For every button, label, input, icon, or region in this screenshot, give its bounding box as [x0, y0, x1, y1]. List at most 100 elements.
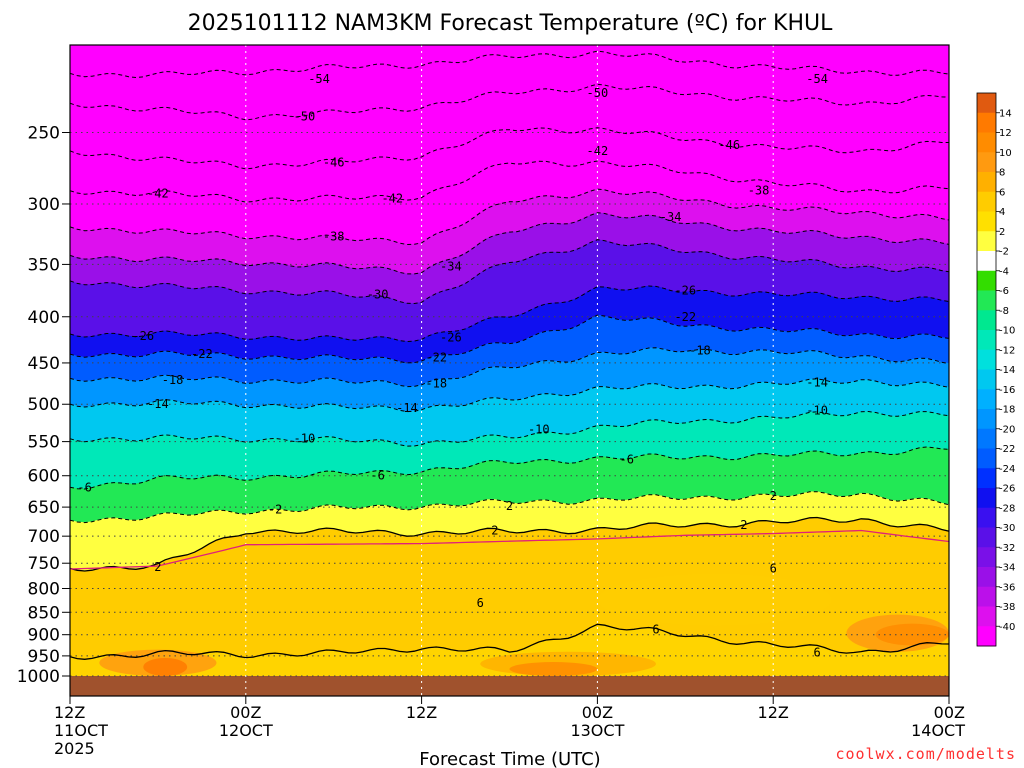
isotherm--26 — [70, 285, 949, 343]
contour-label-28: -10 — [528, 422, 550, 436]
contour-label-16: -26 — [440, 331, 462, 345]
contour-label-18: -22 — [191, 347, 213, 361]
colorbar-swatch-9 — [977, 270, 996, 291]
contour-label-34: 2 — [506, 499, 513, 513]
grid-lines — [70, 45, 949, 696]
y-tick-label-950: 950 — [28, 647, 60, 667]
contour-label-30: -6 — [77, 480, 91, 494]
colorbar-swatch-12 — [977, 330, 996, 351]
isotherm--18 — [70, 347, 949, 388]
contour-label-36: 2 — [154, 560, 161, 574]
colorbar-swatch-16 — [977, 409, 996, 430]
x-tick-label-5-0: 00Z — [934, 703, 965, 722]
contour-label-11: -38 — [748, 184, 770, 198]
contour-label-14: -30 — [367, 288, 389, 302]
colorbar-swatch-11 — [977, 310, 996, 331]
contour-label-1: -54 — [308, 72, 330, 86]
isotherm--46 — [70, 127, 949, 170]
contour-label-9: -42 — [587, 144, 609, 158]
contour-label-19: -22 — [425, 351, 447, 365]
colorbar-label-13: -14 — [999, 365, 1015, 376]
contour-label-2: -54 — [806, 72, 828, 86]
contour-label-13: -34 — [660, 210, 682, 224]
colorbar-swatch-24 — [977, 567, 996, 588]
colorbar-label-2: 10 — [999, 148, 1012, 159]
x-tick-label-1-0: 00Z — [230, 703, 261, 722]
colorbar-label-10: -8 — [999, 306, 1009, 317]
isotherm--50 — [70, 83, 949, 121]
contour-label-41: 6 — [814, 646, 821, 660]
contour-label-39: 6 — [477, 596, 484, 610]
contour-label-23: -18 — [689, 344, 711, 358]
isotherm--22 — [70, 314, 949, 364]
x-tick-label-2-0: 12Z — [406, 703, 437, 722]
y-tick-label-300: 300 — [28, 195, 60, 215]
colorbar-label-14: -16 — [999, 385, 1015, 396]
chart-title: 2025101112 NAM3KM Forecast Temperature (… — [188, 11, 833, 36]
contour-label-15: -26 — [132, 329, 154, 343]
colorbar-label-0: 14 — [999, 108, 1012, 119]
colorbar-swatch-2 — [977, 132, 996, 153]
x-tick-label-3-1: 13OCT — [570, 721, 624, 740]
colorbar-label-6: 2 — [999, 227, 1005, 238]
colorbar-label-4: 6 — [999, 187, 1005, 198]
colorbar-label-20: -28 — [999, 503, 1015, 514]
colorbar-label-9: -6 — [999, 286, 1009, 297]
contour-label-26: -14 — [806, 375, 828, 389]
contour-label-21: -18 — [162, 373, 184, 387]
y-tick-label-900: 900 — [28, 626, 60, 646]
colorbar-swatch-1 — [977, 112, 996, 133]
colorbar-legend: 14 12 10 8 6 4 2 -2 -4 -6 -8 -10 -12 -14 -16 -18 -20 -22 -… — [976, 92, 1015, 647]
contour-labels: -54 -54 -50 -50 -46 -46 -42 -42 -42 -38 -38 -34 -34 -… — [77, 72, 828, 660]
colorbar-swatch-15 — [977, 389, 996, 410]
contour-label-37: 2 — [491, 524, 498, 538]
colorbar-label-22: -32 — [999, 543, 1015, 554]
contour-label-27: -10 — [294, 432, 316, 446]
colorbar-swatch-0 — [977, 93, 996, 114]
isotherm--6 — [70, 446, 949, 490]
isotherm--54 — [70, 50, 949, 79]
colorbar-label-12: -12 — [999, 345, 1015, 356]
colorbar-swatch-18 — [977, 448, 996, 469]
contour-label-20: -22 — [674, 310, 696, 324]
y-tick-label-1000: 1000 — [17, 667, 60, 687]
x-tick-label-4-0: 12Z — [758, 703, 789, 722]
contour-label-12: -34 — [440, 260, 462, 274]
y-tick-label-500: 500 — [28, 395, 60, 415]
x-tick-label-1-1: 12OCT — [219, 721, 273, 740]
colorbar-label-1: 12 — [999, 128, 1012, 139]
x-tick-label-3-0: 00Z — [582, 703, 613, 722]
y-tick-label-400: 400 — [28, 308, 60, 328]
contour-label-22: -18 — [425, 376, 447, 390]
colorbar-label-17: -22 — [999, 444, 1015, 455]
colorbar-swatch-25 — [977, 586, 996, 607]
contour-label-3: -50 — [294, 109, 316, 123]
x-tick-label-0-2: 2025 — [54, 739, 95, 758]
contour-label-40: 6 — [770, 561, 777, 575]
warm-pocket-2 — [143, 657, 188, 676]
y-tick-label-350: 350 — [28, 255, 60, 275]
y-tick-label-850: 850 — [28, 603, 60, 623]
colorbar-swatch-21 — [977, 507, 996, 528]
isotherm-contours — [70, 50, 949, 660]
colorbar-swatch-5 — [977, 191, 996, 212]
y-tick-label-650: 650 — [28, 498, 60, 518]
isotherm--10 — [70, 410, 949, 447]
x-tick-label-5-1: 14OCT — [911, 721, 965, 740]
y-tick-label-250: 250 — [28, 123, 60, 143]
contour-label-10: -38 — [323, 230, 345, 244]
colorbar-label-25: -38 — [999, 602, 1015, 613]
x-tick-label-0-1: 11OCT — [54, 721, 108, 740]
colorbar-label-26: -40 — [999, 622, 1015, 633]
colorbar-label-5: 4 — [999, 207, 1005, 218]
colorbar-swatch-23 — [977, 547, 996, 568]
contour-label-31: -6 — [370, 469, 384, 483]
colorbar-label-3: 8 — [999, 168, 1005, 179]
contour-label-8: -42 — [381, 192, 403, 206]
colorbar-swatch-8 — [977, 251, 996, 272]
y-tick-label-700: 700 — [28, 527, 60, 547]
colorbar-swatch-3 — [977, 152, 996, 173]
contour-label-6: -46 — [718, 138, 740, 152]
contour-label-32: -6 — [619, 453, 633, 467]
y-tick-label-450: 450 — [28, 354, 60, 374]
